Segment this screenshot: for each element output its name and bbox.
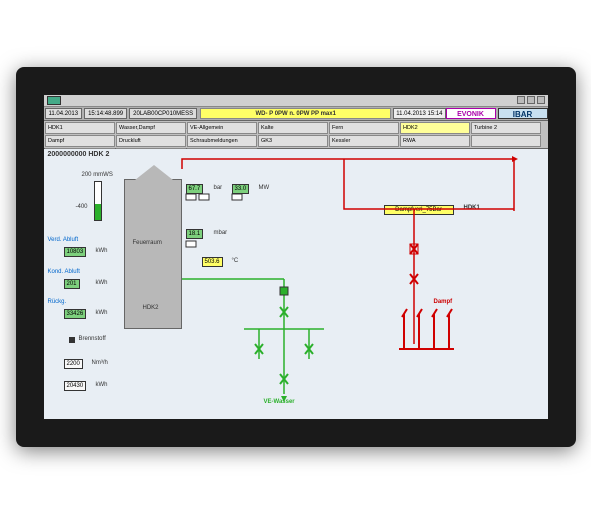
tray-icon[interactable] bbox=[527, 96, 535, 104]
unit-kwh1: kWh bbox=[96, 248, 108, 254]
unit-mw: MW bbox=[259, 185, 270, 191]
nav-dampf[interactable]: Dampf bbox=[45, 135, 115, 147]
diagram-title: 2000000000 HDK 2 bbox=[48, 151, 110, 158]
unit-kwh4: kWh bbox=[96, 382, 108, 388]
lbl-kond: Kond. Abluft bbox=[48, 269, 80, 275]
val-power[interactable]: 33.0 bbox=[232, 184, 250, 194]
unit-kwh2: kWh bbox=[96, 280, 108, 286]
val-bottom2[interactable]: 20430 bbox=[64, 381, 87, 391]
lbl-verd: Verd. Abluft bbox=[48, 237, 79, 243]
val-mbar[interactable]: 18.1 bbox=[186, 229, 204, 239]
val-pressure[interactable]: 67.7 bbox=[186, 184, 204, 194]
nav-rwa[interactable]: RWA bbox=[400, 135, 470, 147]
datetime-box: 11.04.2013 15:14 bbox=[393, 108, 445, 119]
nav-wasser[interactable]: Wasser,Dampf bbox=[116, 122, 186, 134]
nav-gk3[interactable]: GK3 bbox=[258, 135, 328, 147]
nav-hdk2[interactable]: HDK2 bbox=[400, 122, 470, 134]
unit-degc: °C bbox=[232, 258, 239, 264]
gauge-200: 200 mmWS bbox=[82, 172, 113, 178]
monitor-bezel: 11.04.2013 15:14:48.899 20LAB00CP010MESS… bbox=[16, 67, 576, 447]
nav-druckluft[interactable]: Druckluft bbox=[116, 135, 186, 147]
screen: 11.04.2013 15:14:48.899 20LAB00CP010MESS… bbox=[44, 95, 548, 419]
os-taskbar[interactable] bbox=[44, 95, 548, 107]
date-field[interactable]: 11.04.2013 bbox=[45, 108, 83, 119]
app-header: 11.04.2013 15:14:48.899 20LAB00CP010MESS… bbox=[44, 107, 548, 121]
pipe-network bbox=[44, 149, 548, 419]
evonik-logo: EVONIK bbox=[446, 108, 496, 119]
tray-icon[interactable] bbox=[537, 96, 545, 104]
val-kond[interactable]: 201 bbox=[64, 279, 80, 289]
lbl-dampf: Dampf bbox=[434, 299, 453, 305]
alarm-banner[interactable]: WD- P 0PW n. 0PW PP max1 bbox=[200, 108, 391, 119]
nav-schraub[interactable]: Schraubmeldungen bbox=[187, 135, 257, 147]
val-rueckg[interactable]: 33426 bbox=[64, 309, 87, 319]
nav-turbine[interactable]: Turbine 2 bbox=[471, 122, 541, 134]
lbl-brennstoff: Brennstoff bbox=[79, 336, 106, 342]
unit-mbar: mbar bbox=[214, 230, 228, 236]
lbl-hdk1: HDK1 bbox=[464, 205, 480, 211]
start-button[interactable] bbox=[47, 96, 61, 105]
code-field[interactable]: 20LAB00CP010MESS bbox=[129, 108, 197, 119]
boiler-label-hdk2: HDK2 bbox=[143, 305, 159, 311]
nav-empty1[interactable] bbox=[471, 135, 541, 147]
nav-fern[interactable]: Fern bbox=[329, 122, 399, 134]
gauge-bar bbox=[94, 181, 102, 221]
system-tray[interactable] bbox=[517, 96, 545, 104]
unit-bar: bar bbox=[214, 185, 223, 191]
square-brennstoff bbox=[69, 337, 75, 343]
lbl-rueckg: Rückg. bbox=[48, 299, 67, 305]
nav-hdk1[interactable]: HDK1 bbox=[45, 122, 115, 134]
time-field[interactable]: 15:14:48.899 bbox=[84, 108, 127, 119]
nav-kalte[interactable]: Kalte bbox=[258, 122, 328, 134]
process-diagram: 2000000000 HDK 2 Feuerraum HDK2 200 mmWS… bbox=[44, 149, 548, 419]
unit-kwh3: kWh bbox=[96, 310, 108, 316]
val-verd[interactable]: 10803 bbox=[64, 247, 87, 257]
gauge-neg400: -400 bbox=[76, 204, 88, 210]
dampfverl-box[interactable]: Dampfverl_75Bar bbox=[384, 205, 454, 215]
tray-icon[interactable] bbox=[517, 96, 525, 104]
val-temp[interactable]: 503.6 bbox=[202, 257, 223, 267]
lbl-vewasser: VE-Wasser bbox=[264, 399, 295, 405]
boiler-label-feuerraum: Feuerraum bbox=[133, 240, 162, 246]
val-bottom1[interactable]: 2200 bbox=[64, 359, 83, 369]
nav-ve[interactable]: VE-Allgemein bbox=[187, 122, 257, 134]
nav-kessler[interactable]: Kessler bbox=[329, 135, 399, 147]
boiler-shape: Feuerraum HDK2 bbox=[124, 179, 182, 329]
nav-button-grid: HDK1 Wasser,Dampf VE-Allgemein Kalte Fer… bbox=[44, 121, 548, 149]
unit-nm3h: Nm³/h bbox=[92, 360, 108, 366]
ibar-logo: IBAR bbox=[498, 108, 548, 119]
